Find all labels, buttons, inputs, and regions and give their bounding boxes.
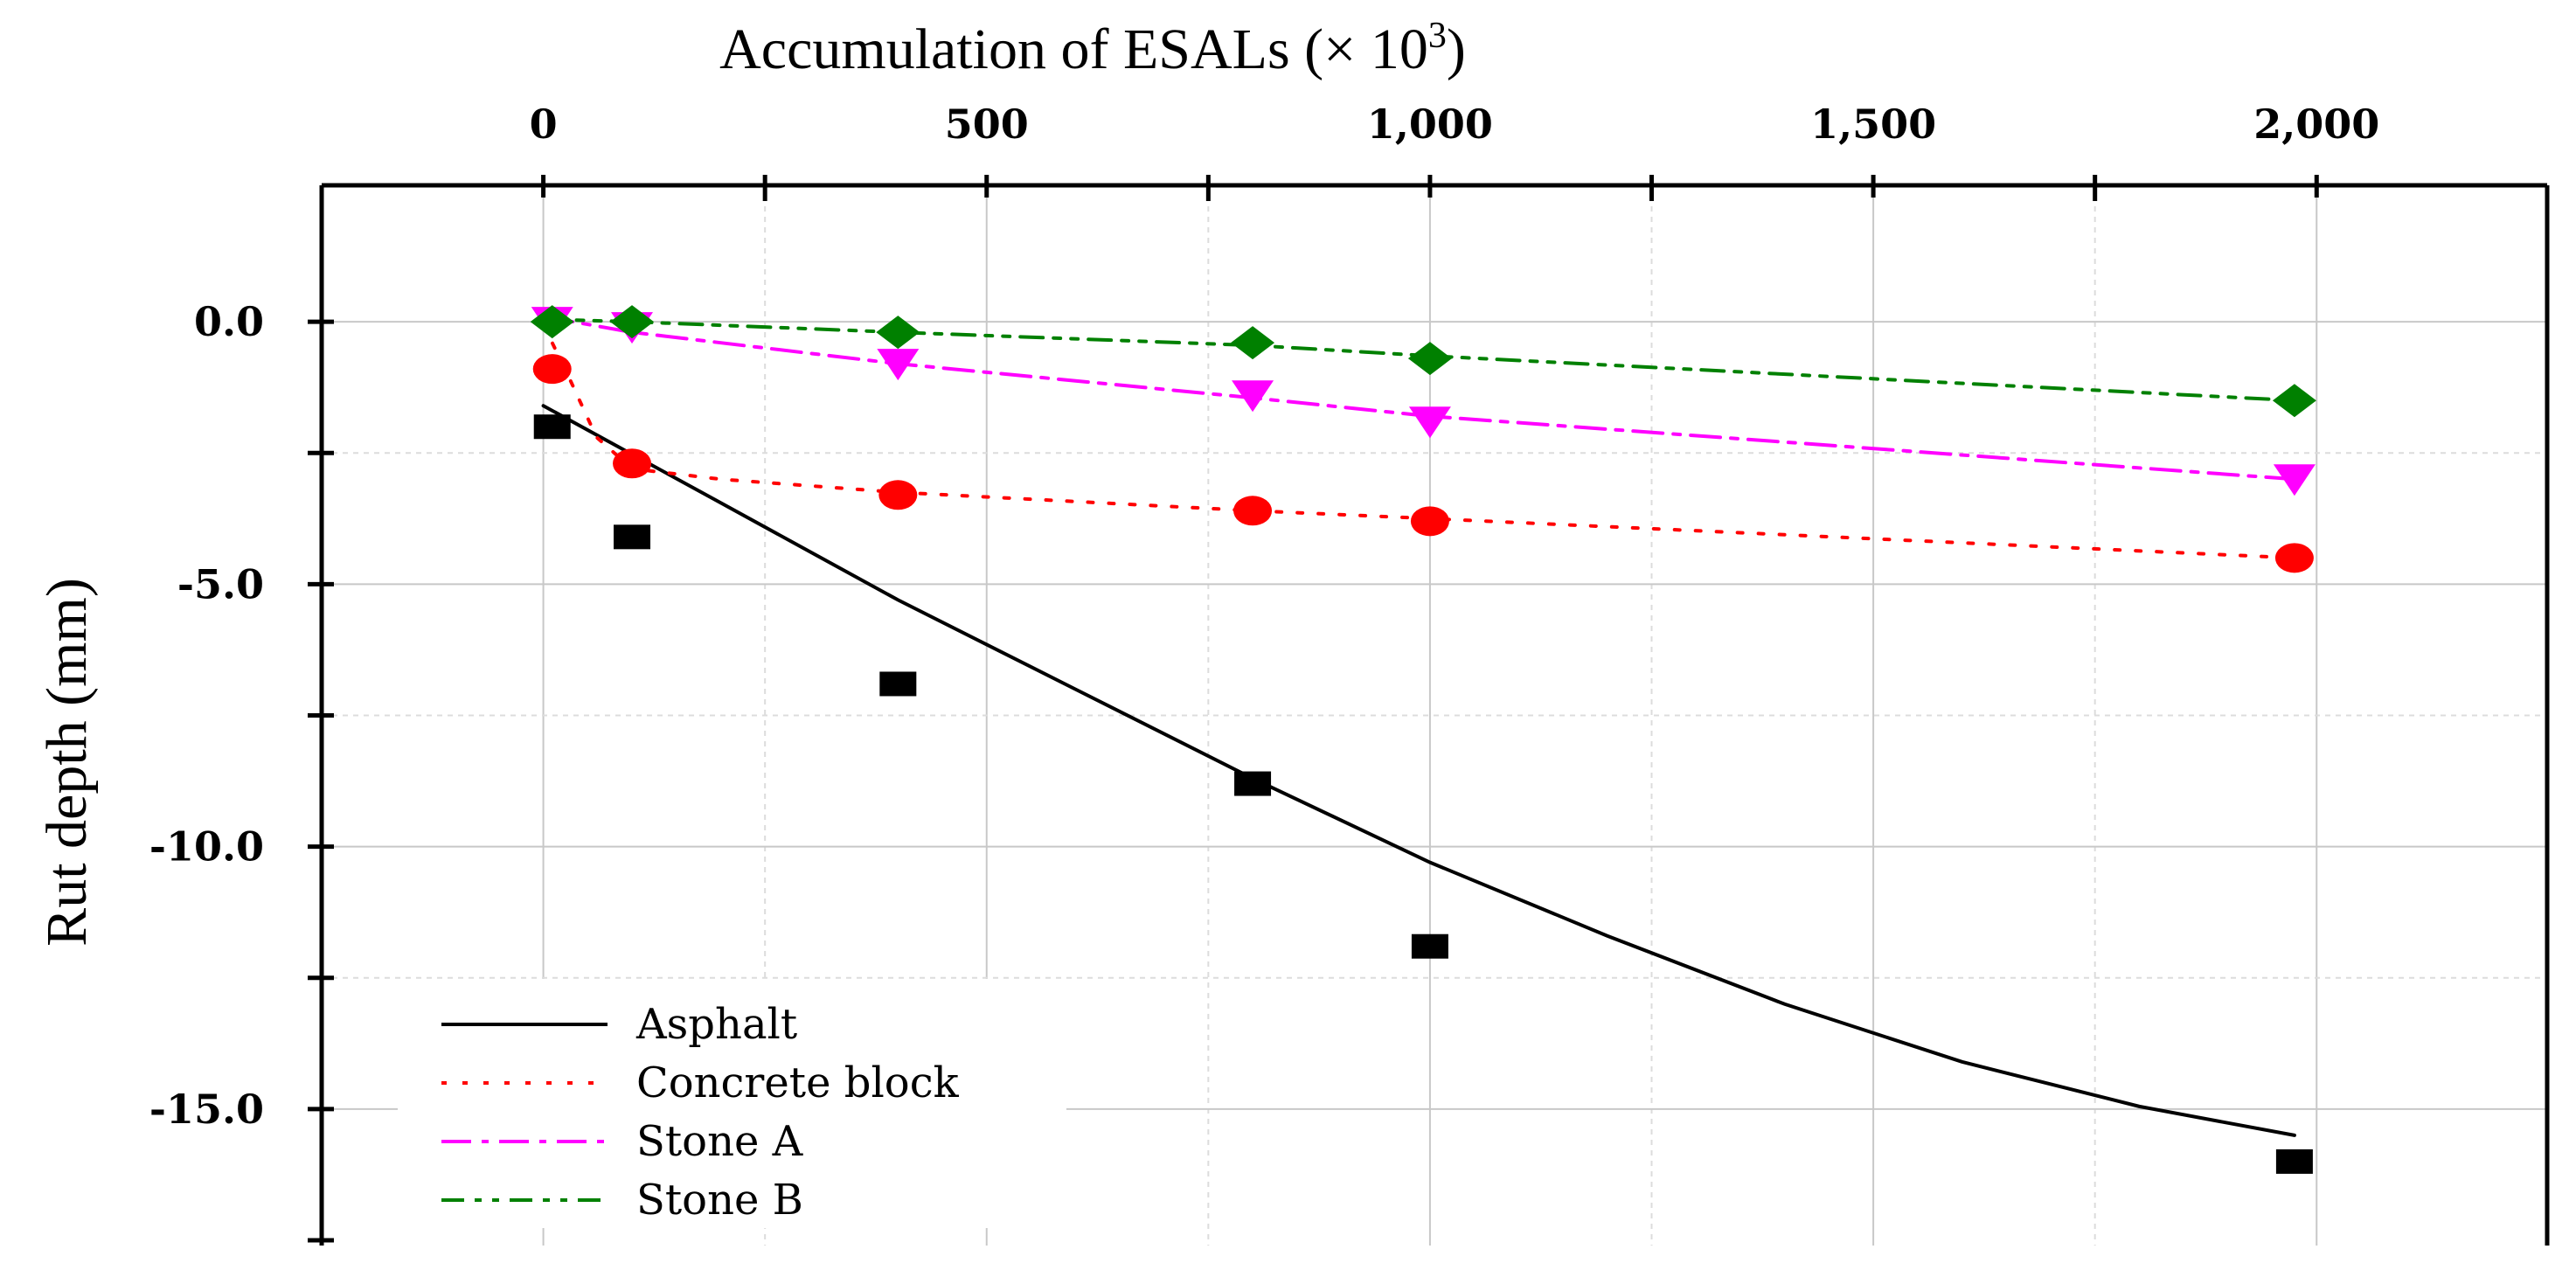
concrete-block-point: [1233, 496, 1273, 526]
concrete-block-point: [613, 448, 652, 479]
y-tick-label: 0.0: [194, 298, 264, 345]
chart-title-superscript: 3: [1428, 16, 1447, 56]
legend-label: Stone A: [636, 1117, 804, 1166]
asphalt-point: [614, 524, 651, 550]
stone-a-point: [877, 349, 920, 381]
asphalt-point: [879, 671, 917, 697]
asphalt-line: [541, 404, 2296, 1137]
x-tick-label: 500: [945, 101, 1029, 148]
stone-b-point: [2272, 384, 2316, 418]
asphalt-point: [2275, 1149, 2313, 1174]
x-tick-label: 0: [530, 101, 558, 148]
stone-b-point: [610, 305, 655, 339]
stone-b-point: [530, 305, 574, 339]
x-tick-label: 1,500: [1810, 101, 1936, 148]
legend-label: Concrete block: [636, 1058, 960, 1107]
concrete-block-point: [1410, 506, 1449, 537]
chart-title: Accumulation of ESALs (× 103): [719, 16, 1466, 81]
x-tick-label: 2,000: [2253, 101, 2379, 148]
axes: [308, 175, 2550, 1246]
asphalt-point: [1411, 933, 1448, 959]
stone-a-point: [2273, 464, 2316, 496]
asphalt-point: [1234, 771, 1272, 796]
y-axis-label: Rut depth (mm): [35, 578, 99, 947]
legend-label: Asphalt: [635, 1000, 797, 1049]
legend: Asphalt Concrete block Stone A Stone B: [398, 979, 1066, 1228]
stone-b-point: [1407, 342, 1452, 376]
concrete-block-line: [541, 323, 2296, 560]
x-tick-label: 1,000: [1367, 101, 1493, 148]
tick-labels: 0 500 1,000 1,500 2,000 0.0 -5.0 -10.0 -15.0: [149, 101, 2379, 1133]
stone-a-line: [541, 315, 2296, 482]
y-tick-label: -10.0: [149, 823, 264, 871]
legend-label: Stone B: [636, 1176, 803, 1225]
series-markers: [530, 305, 2316, 1174]
stone-b-point: [1231, 326, 1275, 360]
concrete-block-point: [878, 480, 918, 510]
stone-b-point: [876, 316, 920, 350]
y-tick-label: -15.0: [149, 1086, 264, 1133]
legend-box: [398, 979, 1066, 1228]
stone-a-point: [1232, 380, 1274, 413]
concrete-block-point: [2274, 543, 2314, 573]
y-tick-label: -5.0: [177, 560, 264, 607]
asphalt-point: [533, 414, 571, 440]
chart-title-close: ): [1447, 17, 1466, 81]
stone-a-point: [1408, 406, 1451, 439]
concrete-block-point: [532, 354, 572, 385]
